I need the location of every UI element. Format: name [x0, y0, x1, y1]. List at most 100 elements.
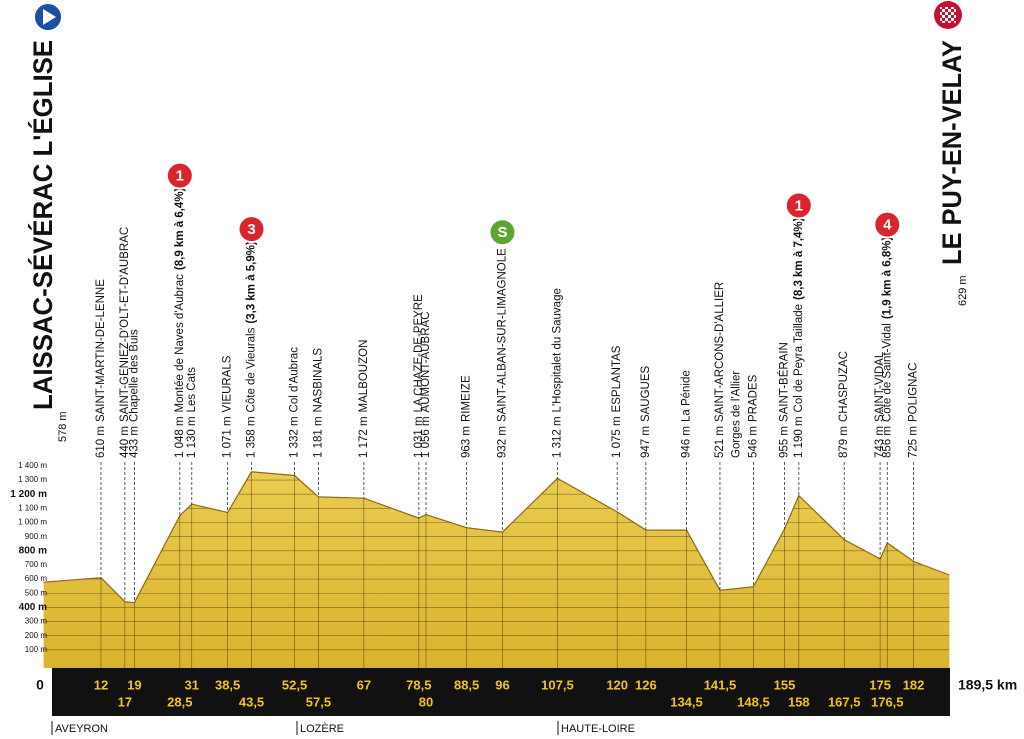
- km-label: 167,5: [828, 694, 861, 709]
- y-tick-label: 1 100 m: [18, 503, 47, 512]
- profile-line: [43, 471, 950, 604]
- waypoint-elevation: 1 190 m: [793, 416, 805, 458]
- waypoint-label: 1 075 m ESPLANTAS: [611, 345, 623, 458]
- category-label: 1: [795, 197, 803, 214]
- finish-distance: 189,5 km: [958, 677, 1017, 693]
- category-label: 1: [176, 168, 184, 185]
- waypoint-elevation: 856 m: [881, 426, 893, 458]
- km-label: 96: [495, 677, 509, 692]
- km-label: 120: [606, 677, 628, 692]
- km-label: 88,5: [454, 677, 479, 692]
- km-label: 134,5: [670, 694, 703, 709]
- waypoint-name: MALBOUZON: [358, 340, 370, 413]
- waypoint-name: Côte de Saint-Vidal: [881, 323, 893, 422]
- waypoint-name: CHASPUZAC: [838, 351, 850, 422]
- waypoint-label: 963 m RIMEIZE: [461, 375, 473, 458]
- km-label: 43,5: [239, 694, 264, 709]
- waypoint-name: La Pénide: [681, 370, 693, 422]
- waypoint-name: SAINT-ALBAN-SUR-LIMAGNOLE: [497, 248, 509, 422]
- waypoint-elevation: 546 m: [747, 426, 759, 458]
- waypoint-label: 1 312 m L'Hospitalet du Sauvage: [551, 288, 563, 458]
- region-label: HAUTE-LOIRE: [561, 723, 635, 735]
- waypoint-elevation: 946 m: [681, 426, 693, 458]
- waypoint-elevation: 1 075 m: [611, 416, 623, 458]
- distance-bar: [52, 668, 950, 716]
- km-label: 19: [127, 677, 141, 692]
- category-badge: [873, 210, 902, 239]
- waypoint-label: 946 m La Pénide: [681, 370, 693, 458]
- waypoint-label: 743 m SAINT-VIDAL: [874, 351, 886, 458]
- waypoint-label: 955 m SAINT-BÉRAIN: [778, 342, 791, 458]
- km-label: 31: [185, 677, 199, 692]
- km-label: 158: [788, 694, 810, 709]
- waypoint-label: 947 m SAUGUES: [640, 365, 652, 458]
- y-tick-label: 100 m: [25, 645, 48, 654]
- waypoint-elevation: 879 m: [838, 426, 850, 458]
- category-label: S: [497, 224, 507, 241]
- waypoint-elevation: 1 332 m: [289, 416, 301, 458]
- waypoint-name: Chapelle des Buis: [128, 329, 140, 422]
- waypoint-name: SAINT-MARTIN-DE-LENNE: [95, 279, 107, 422]
- waypoint-name: SAINT-BÉRAIN: [778, 342, 791, 422]
- y-tick-label: 900 m: [25, 532, 48, 541]
- waypoint-label: 546 m PRADES: [747, 374, 759, 458]
- waypoint-elevation: 1 048 m: [174, 416, 186, 458]
- y-tick-label: 500 m: [25, 588, 48, 597]
- waypoint-name: Côte de Vieurals: [246, 327, 258, 412]
- climb-detail: (1,9 km à 6,8%): [881, 237, 893, 320]
- waypoint-elevation: 963 m: [461, 426, 473, 458]
- km-label: 57,5: [306, 694, 331, 709]
- waypoint-name: Col d'Aubrac: [289, 347, 301, 413]
- waypoint-label: 1 071 m VIEURALS: [222, 355, 234, 458]
- finish-name: LE PUY-EN-VELAY: [937, 40, 967, 265]
- waypoint-label: 1 358 m Côte de Vieurals (3,3 km à 5,9%): [246, 241, 258, 458]
- km-label: 12: [94, 677, 108, 692]
- waypoint-elevation: 1 358 m: [246, 416, 258, 458]
- y-tick-label: 1 200 m: [10, 489, 47, 500]
- waypoint-elevation: 1 130 m: [186, 416, 198, 458]
- km-label: 67: [357, 677, 371, 692]
- region-label: AVEYRON: [55, 723, 108, 735]
- waypoint-label: 521 m SAINT-ARCONS-D'ALLIER: [714, 282, 726, 458]
- km-label: 17: [118, 694, 132, 709]
- waypoint-name: SAUGUES: [640, 365, 652, 422]
- km-label: 107,5: [541, 677, 574, 692]
- waypoint-name: Col de Peyra Taillade: [793, 304, 805, 412]
- km-label: 141,5: [704, 677, 737, 692]
- km-label: 78,5: [406, 677, 431, 692]
- km-label: 148,5: [737, 694, 770, 709]
- waypoint-name: Montée de Naves d'Aubrac: [174, 274, 186, 413]
- climb-detail: (3,3 km à 5,9%): [246, 241, 258, 324]
- waypoint-name: SAINT-GENIEZ-D'OLT-ET-D'AUBRAC: [119, 227, 131, 422]
- waypoint-name: PRADES: [747, 374, 759, 422]
- y-tick-label: 1 400 m: [18, 461, 47, 470]
- waypoint-label: 1 181 m NASBINALS: [312, 348, 324, 458]
- y-tick-label: 400 m: [19, 602, 47, 613]
- y-tick-label: 700 m: [25, 560, 48, 569]
- climb-detail: (8,9 km à 6,4%): [174, 187, 186, 270]
- waypoint-label: 1 130 m Les Cats: [186, 367, 198, 458]
- waypoint-label: 1 056 m AUMONT-AUBRAC: [420, 311, 432, 458]
- waypoint-label: 1 048 m Montée de Naves d'Aubrac (8,9 km à…: [174, 187, 186, 458]
- category-label: 4: [883, 217, 892, 234]
- y-tick-label: 1 300 m: [18, 475, 47, 484]
- y-tick-label: 1 000 m: [18, 518, 47, 527]
- waypoint-name: SAINT-VIDAL: [874, 351, 886, 422]
- profile-fill: [43, 471, 950, 668]
- category-label: 3: [247, 221, 255, 238]
- waypoint-name: Gorges de l'Allier: [731, 371, 743, 458]
- km-label: 155: [774, 677, 796, 692]
- waypoint-label: 856 m Côte de Saint-Vidal (1,9 km à 6,8%): [881, 237, 893, 458]
- waypoint-elevation: 1 172 m: [358, 416, 370, 458]
- waypoint-elevation: 1 031 m: [413, 416, 425, 458]
- waypoint-elevation: 947 m: [640, 426, 652, 458]
- profile-tint: [43, 471, 950, 668]
- waypoint-label: 725 m POLIGNAC: [908, 363, 920, 458]
- waypoint-elevation: 743 m: [874, 426, 886, 458]
- waypoint-name: VIEURALS: [222, 355, 234, 412]
- start-distance: 0: [36, 677, 44, 693]
- waypoint-elevation: 1 312 m: [551, 416, 563, 458]
- waypoint-elevation: 1 056 m: [420, 416, 432, 458]
- waypoint-elevation: 610 m: [95, 426, 107, 458]
